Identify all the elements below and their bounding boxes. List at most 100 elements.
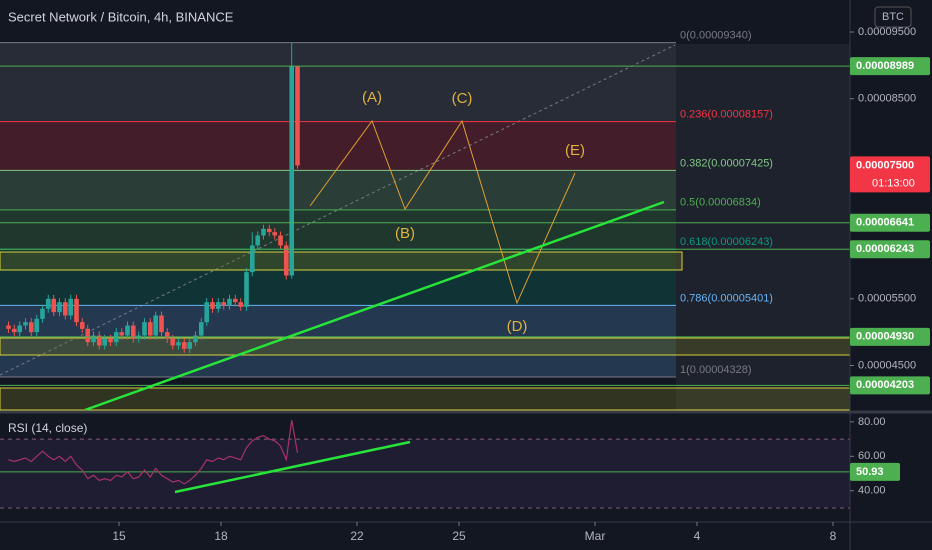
fib-label: 0.786(0.00005401) (680, 292, 773, 304)
candle-body (51, 298, 57, 313)
price-label: 0.00006243 (856, 243, 914, 255)
candle-body (272, 232, 278, 236)
candle-body (187, 342, 193, 349)
price-label: 0.00004203 (856, 379, 914, 391)
candle-body (91, 335, 96, 343)
price-pane: 0(0.00009340) 0.236(0.00008157) 0.382(0.00… (0, 30, 850, 386)
rsi-pane (0, 420, 850, 509)
candle-body (255, 235, 261, 246)
candle-body (215, 302, 221, 309)
candle-body (221, 302, 227, 306)
price-label: 0.00004930 (856, 331, 914, 343)
candle-body (74, 298, 79, 323)
candle-body (17, 325, 23, 333)
fib-band (0, 42, 676, 122)
axes: 0.00009500 0.00008500 0.00005500 0.00004500… (112, 26, 930, 543)
candle-body (62, 302, 68, 316)
wave-label: (D) (507, 318, 528, 335)
rsi-line (8, 420, 299, 485)
fib-label: 0.236(0.00008157) (680, 108, 773, 120)
candle-body (40, 308, 45, 319)
candle-body (119, 332, 125, 336)
candle-body (142, 322, 147, 336)
candle-body (96, 335, 102, 346)
wave-path (309, 119, 576, 305)
x-tick-label: 22 (350, 529, 364, 543)
price-label-box (850, 376, 930, 395)
wave-label: (C) (452, 90, 473, 107)
candle-body (79, 322, 85, 329)
candle-body (102, 338, 108, 346)
currency-label[interactable]: BTC (882, 11, 904, 23)
candle-body (28, 322, 34, 333)
y-tick-label: 0.00005500 (858, 293, 916, 305)
wave-label: (E) (565, 142, 585, 159)
x-tick-label: 15 (112, 529, 126, 543)
candle-body (34, 318, 40, 333)
candle-body (244, 272, 249, 307)
rsi-title: RSI (14, close) (8, 421, 87, 435)
x-tick-label: 25 (452, 529, 466, 543)
candle-body (232, 298, 238, 303)
x-tick-label: 18 (214, 529, 228, 543)
candle-body (170, 338, 176, 346)
candle-body (153, 315, 159, 336)
zone-box (0, 337, 851, 356)
candle-body (125, 325, 130, 336)
candle-body (176, 342, 181, 346)
y-tick-label: 0.00009500 (858, 26, 916, 38)
candle-body (227, 298, 232, 306)
candle-body (266, 228, 272, 233)
fib-label: 0(0.00009340) (680, 30, 752, 42)
candle-body (181, 342, 187, 349)
price-label-box (850, 240, 930, 259)
level-label: 50.93 (856, 466, 884, 478)
trend-line (84, 200, 665, 412)
future-area (676, 44, 850, 410)
candle-body (159, 315, 164, 333)
y-tick-label: 60.00 (858, 450, 886, 462)
fib-label: 0.382(0.00007425) (680, 157, 773, 169)
candle-body (204, 302, 210, 323)
y-tick-label: 80.00 (858, 416, 886, 428)
y-tick-label: 40.00 (858, 485, 886, 497)
x-tick-label: Mar (585, 529, 606, 543)
fib-label: 0.618(0.00006243) (680, 236, 773, 248)
last-price-box (850, 156, 930, 193)
fib-band (0, 249, 676, 306)
candle-body (289, 66, 295, 276)
chart-title: Secret Network / Bitcoin, 4h, BINANCE (8, 9, 234, 24)
candle-body (6, 325, 11, 329)
wave-label: (B) (395, 225, 415, 242)
candle-body (11, 328, 17, 333)
candle-body (147, 322, 153, 336)
candle-body (238, 302, 244, 307)
countdown: 01:13:00 (872, 177, 915, 189)
y-tick-label: 0.00004500 (858, 359, 916, 371)
candle-body (23, 322, 28, 326)
fib-label: 0.5(0.00006834) (680, 197, 761, 209)
candle-body (210, 302, 215, 309)
candle-body (45, 298, 51, 309)
candle-body (283, 245, 289, 276)
fib-band (0, 121, 676, 171)
currency-button[interactable] (874, 6, 912, 28)
y-tick-label: 0.00008500 (858, 93, 916, 105)
candle-body (108, 338, 113, 343)
candle-body (130, 325, 136, 339)
zone-box (0, 387, 851, 411)
price-label-box (850, 213, 930, 232)
last-price-label: 0.00007500 (856, 159, 914, 171)
candle-body (295, 66, 300, 166)
level-label-box (850, 462, 900, 481)
rsi-band (0, 439, 850, 508)
fib-bands (0, 42, 676, 377)
x-tick-label: 4 (694, 529, 701, 543)
fib-label: 1(0.00004328) (680, 364, 752, 376)
candle-body (85, 328, 91, 343)
candle-body (57, 302, 62, 313)
candle-body (164, 332, 170, 339)
price-label: 0.00006641 (856, 217, 914, 229)
candle-body (198, 322, 204, 336)
